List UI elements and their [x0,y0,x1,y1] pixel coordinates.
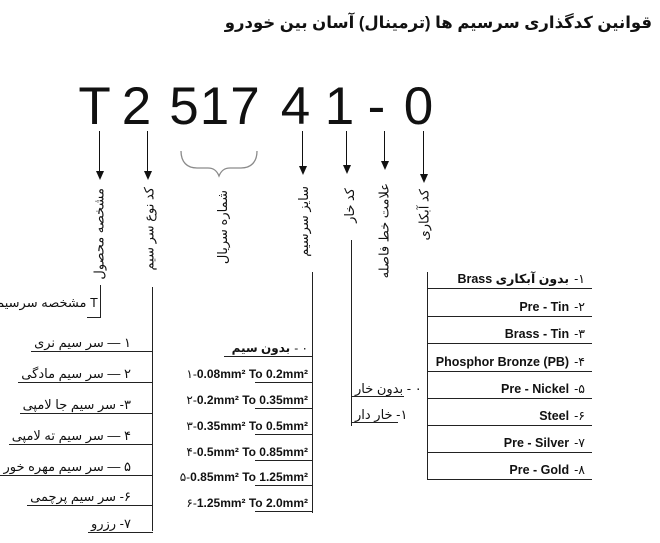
terminal-type-item: ۶- سر سیم پرچمی [27,489,153,506]
terminal-type-item: ۷- رزرو [87,516,153,533]
type-column-line [152,287,153,531]
plating-code-item: ۲- Pre - Tin [427,300,592,317]
terminal-type-item: ۲ — سر سیم مادگی [18,366,153,383]
plating-code: ۸- [574,463,585,477]
wire-size-item: ۱-0.08mm² To 0.2mm² [180,367,312,383]
wire-size-code: ۵- [179,470,191,484]
plating-code-item: ۷- Pre - Silver [427,436,592,453]
plating-code-item: ۴- Phosphor Bronze (PB) [427,355,592,372]
t-marker-bracket [87,285,101,318]
plating-name: Brass - Tin [504,327,570,341]
wire-size-range: 0.2mm² To 0.35mm² [196,393,308,407]
down-arrow [346,131,347,165]
plating-code-item: ۵- Pre - Nickel [427,382,592,399]
wire-size-range: 0.5mm² To 0.85mm² [196,445,308,459]
plating-code-item: ۳- Brass - Tin [427,327,592,344]
plating-code: ۵- [574,382,585,396]
down-arrow [147,131,148,171]
plating-column-line [427,272,428,480]
barb-code-item: ۱- خار دار [352,407,411,423]
serial-group-brace [180,150,258,178]
wire-size-item: ۲-0.2mm² To 0.35mm² [180,393,312,409]
wire-size-code: ۴- [186,445,197,459]
field-label-barb: کد خار [342,188,357,223]
wire-size-code: ۱- [186,367,197,381]
wire-size-code: ۰ - [294,341,308,355]
code-char-type: 2 [121,77,153,136]
plating-code: ۳- [574,327,585,341]
wire-size-item: ۴-0.5mm² To 0.85mm² [180,445,312,461]
plating-name: Phosphor Bronze (PB) [435,355,570,369]
wire-size-range: 0.85mm² To 1.25mm² [190,470,308,484]
plating-code: ۲- [574,300,585,314]
code-char-size: 4 [280,77,312,136]
down-arrow [99,131,100,171]
plating-code-item: ۱- بدون آبکاری Brass [427,272,592,289]
plating-code-item: ۶- Steel [427,409,592,426]
wire-size-code: ۳- [186,419,197,433]
wire-size-range: 1.25mm² To 2.0mm² [196,496,308,510]
plating-name: Steel [539,409,570,423]
wire-size-range: 0.08mm² To 0.2mm² [196,367,308,381]
plating-name: Pre - Silver [503,436,570,450]
t-marker-note: T مشخصه سرسیم [0,295,98,310]
wire-size-range: 0.35mm² To 0.5mm² [196,419,308,433]
field-label-product: مشخصه محصول [92,188,107,280]
wire-size-range: بدون سیم [231,341,291,355]
down-arrow-head [381,161,389,170]
barb-column-line [351,240,352,426]
plating-code: ۷- [574,436,585,450]
code-char-plating: 0 [403,77,435,136]
wire-size-item: ۶-1.25mm² To 2.0mm² [180,496,312,512]
wire-size-item: ۵-0.85mm² To 1.25mm² [174,470,313,486]
wire-size-item: ۳-0.35mm² To 0.5mm² [180,419,312,435]
field-label-dash: علامت خط فاصله [376,183,391,279]
wire-size-item: ۰ -بدون سیم [223,341,313,357]
wire-size-code: ۶- [186,496,197,510]
plating-name: Pre - Gold [509,463,570,477]
plating-name: Pre - Tin [519,300,570,314]
code-char-dash: - [367,77,387,136]
field-label-type: کد نوع سر سیم [141,187,156,271]
code-char-barb: 1 [324,77,356,136]
down-arrow [423,131,424,174]
field-label-size: سایز سرسیم [296,186,311,257]
down-arrow-head [96,171,104,180]
wire-size-code: ۲- [186,393,197,407]
plating-code-item: ۸- Pre - Gold [427,463,592,480]
plating-code: ۴- [574,355,585,369]
down-arrow-head [299,166,307,175]
barb-code-item: ۰ - بدون خار [352,381,425,397]
terminal-type-item: ۱ — سر سیم نری [31,335,153,352]
plating-code: ۶- [574,409,585,423]
down-arrow-head [343,165,351,174]
terminal-type-item: ۵ — سر سیم مهره خور [0,459,153,476]
plating-name: Pre - Nickel [501,382,570,396]
field-label-plating: کد آبکاری [416,189,431,241]
size-column-line [312,272,313,513]
down-arrow [302,131,303,166]
plating-name: بدون آبکاری Brass [457,272,570,286]
down-arrow [384,131,385,161]
field-label-serial: شماره سریال [215,190,230,265]
terminal-type-item: ۳- سر سیم جا لامپی [19,397,153,414]
code-char-product: T [78,77,112,136]
terminal-type-item: ۴ — سر سیم ته لامپی [8,428,153,445]
code-char-serial: 517 [169,77,261,136]
down-arrow-head [420,174,428,183]
diagram-title: قوانین کدگذاری سرسیم ها (ترمینال) آسان ب… [224,14,652,32]
plating-code: ۱- [574,272,585,286]
down-arrow-head [144,171,152,180]
